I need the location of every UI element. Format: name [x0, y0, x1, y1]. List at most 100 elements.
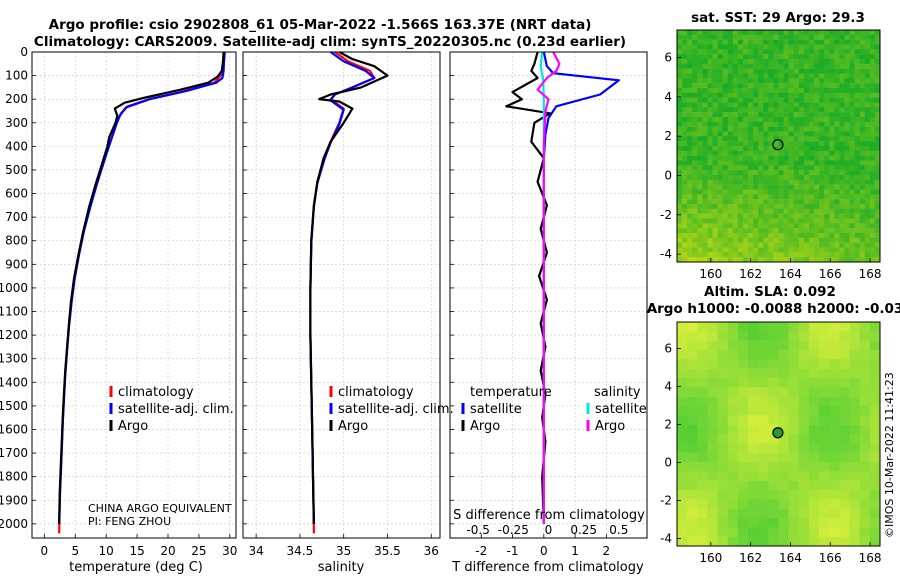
heatmap-cell	[809, 88, 815, 94]
heatmap-cell	[722, 92, 729, 98]
heatmap-cell	[758, 49, 764, 55]
heatmap-cell	[763, 73, 769, 79]
heatmap-cell	[869, 322, 881, 332]
heatmap-cell	[854, 237, 860, 243]
heatmap-cell	[743, 126, 749, 132]
heatmap-cell	[697, 443, 708, 453]
heatmap-cell	[798, 39, 805, 45]
heatmap-cell	[773, 97, 779, 103]
heatmap-cell	[859, 378, 871, 388]
heatmap-cell	[753, 54, 759, 60]
heatmap-cell	[809, 49, 815, 55]
heatmap-cell	[692, 237, 698, 243]
heatmap-cell	[732, 117, 739, 123]
heatmap-cell	[722, 194, 729, 200]
heatmap-cell	[737, 204, 744, 210]
heatmap-cell	[814, 131, 820, 137]
heatmap-cell	[869, 350, 881, 360]
heatmap-cell	[854, 165, 860, 171]
heatmap-cell	[854, 175, 860, 181]
heatmap-cell	[692, 233, 698, 239]
heatmap-cell	[712, 252, 718, 258]
heatmap-cell	[707, 136, 713, 142]
heatmap-cell	[849, 34, 855, 40]
y-tick-label: 6	[664, 342, 672, 356]
heatmap-cell	[803, 204, 810, 210]
heatmap-cell	[869, 102, 876, 108]
heatmap-cell	[687, 213, 693, 219]
heatmap-cell	[722, 228, 729, 234]
heatmap-cell	[869, 146, 876, 152]
heatmap-cell	[859, 350, 871, 360]
heatmap-cell	[727, 160, 734, 166]
heatmap-cell	[844, 223, 850, 229]
heatmap-cell	[824, 247, 830, 253]
heatmap-cell	[722, 160, 729, 166]
heatmap-cell	[788, 160, 794, 166]
heatmap-cell	[814, 63, 820, 69]
heatmap-cell	[859, 406, 871, 416]
heatmap-cell	[874, 242, 881, 248]
heatmap-cell	[727, 218, 734, 224]
heatmap-cell	[809, 415, 820, 425]
heatmap-cell	[864, 92, 871, 98]
heatmap-cell	[793, 146, 800, 152]
heatmap-cell	[732, 141, 739, 147]
heatmap-cell	[753, 223, 759, 229]
heatmap-cell	[727, 490, 739, 500]
heatmap-cell	[839, 228, 845, 234]
heatmap-cell	[722, 59, 729, 65]
heatmap-cell	[844, 34, 850, 40]
heatmap-cell	[849, 471, 860, 481]
heatmap-cell	[763, 184, 769, 190]
heatmap-cell	[839, 536, 850, 547]
heatmap-cell	[773, 49, 779, 55]
heatmap-cell	[697, 527, 708, 537]
heatmap-cell	[697, 102, 703, 108]
x-tick-label: 30	[222, 544, 237, 558]
heatmap-cell	[702, 146, 708, 152]
heatmap-cell	[727, 322, 739, 332]
heatmap-cell	[869, 155, 876, 161]
heatmap-cell	[682, 237, 688, 243]
heatmap-cell	[753, 102, 759, 108]
heatmap-cell	[743, 252, 749, 258]
heatmap-cell	[682, 39, 688, 45]
heatmap-cell	[753, 237, 759, 243]
heatmap-cell	[737, 480, 749, 491]
heatmap-cell	[732, 160, 739, 166]
heatmap-cell	[687, 443, 698, 453]
heatmap-cell	[798, 83, 805, 89]
heatmap-cell	[727, 68, 734, 74]
heatmap-cell	[839, 424, 850, 435]
heatmap-cell	[783, 194, 789, 200]
heatmap-cell	[798, 257, 805, 263]
heatmap-cell	[788, 184, 794, 190]
heatmap-cell	[712, 121, 718, 127]
heatmap-cell	[819, 88, 825, 94]
heatmap-cell	[697, 73, 703, 79]
heatmap-cell	[763, 228, 769, 234]
heatmap-cell	[737, 237, 744, 243]
heatmap-cell	[814, 194, 820, 200]
heatmap-cell	[717, 170, 723, 176]
heatmap-cell	[717, 247, 723, 253]
heatmap-cell	[773, 131, 779, 137]
heatmap-cell	[692, 223, 698, 229]
heatmap-cell	[783, 208, 789, 214]
heatmap-cell	[809, 78, 815, 84]
heatmap-cell	[768, 131, 774, 137]
heatmap-cell	[763, 175, 769, 181]
heatmap-cell	[773, 242, 779, 248]
heatmap-cell	[809, 73, 815, 79]
heatmap-cell	[737, 155, 744, 161]
heatmap-cell	[864, 175, 871, 181]
heatmap-cell	[773, 117, 779, 123]
heatmap-cell	[803, 175, 810, 181]
heatmap-cell	[803, 165, 810, 171]
heatmap-cell	[859, 424, 871, 435]
y-tick-label: 1500	[0, 399, 28, 413]
heatmap-cell	[864, 184, 871, 190]
heatmap-cell	[737, 49, 744, 55]
heatmap-cell	[803, 92, 810, 98]
